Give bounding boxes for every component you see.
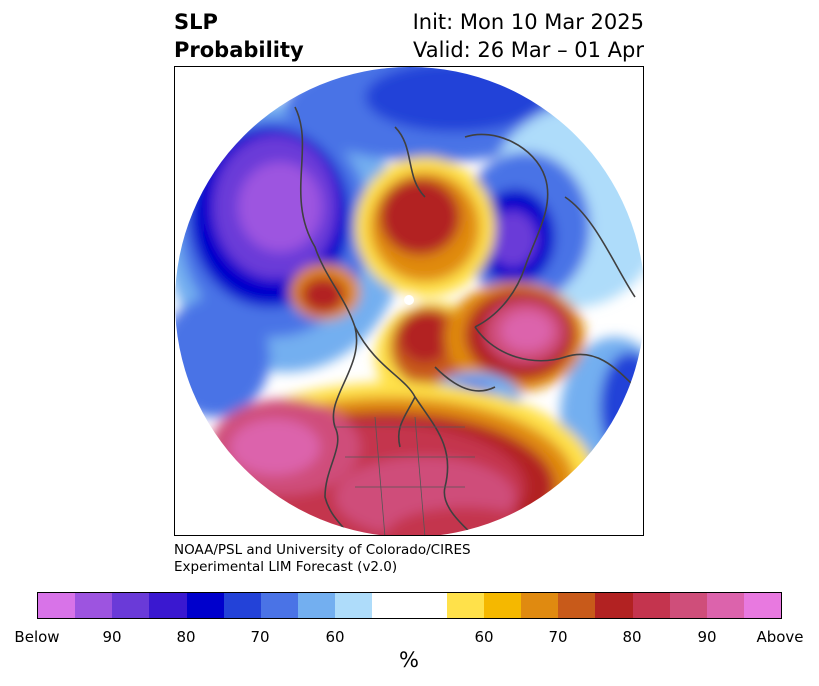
title-variable: SLP <box>174 10 218 34</box>
colorbar-swatch <box>186 593 224 618</box>
title-right: Init: Mon 10 Mar 2025 Valid: 26 Mar – 01… <box>413 8 644 64</box>
colorbar-swatch <box>706 593 744 618</box>
colorbar-swatch <box>409 593 447 618</box>
colorbar-swatch <box>521 593 559 618</box>
colorbar-swatch <box>149 593 187 618</box>
contour-field <box>175 67 643 535</box>
borders <box>335 416 475 535</box>
colorbar-swatch <box>223 593 261 618</box>
colorbar-swatch <box>595 593 633 618</box>
colorbar-tick-label: 80 <box>622 628 642 646</box>
colorbar <box>37 592 782 619</box>
colorbar-tick-label: 70 <box>250 628 270 646</box>
colorbar-tick-label: 60 <box>474 628 494 646</box>
colorbar-swatch <box>335 593 373 618</box>
colorbar-swatch <box>743 593 782 618</box>
title-type: Probability <box>174 38 304 62</box>
colorbar-tick-label: Below <box>14 628 60 646</box>
colorbar-tick-label: 80 <box>176 628 196 646</box>
colorbar-swatch <box>446 593 484 618</box>
valid-range: Valid: 26 Mar – 01 Apr <box>413 38 644 62</box>
colorbar-swatch <box>669 593 707 618</box>
probability-map <box>175 67 643 535</box>
credit-institution: NOAA/PSL and University of Colorado/CIRE… <box>174 542 471 558</box>
map-panel <box>174 66 644 536</box>
colorbar-tick-label: 90 <box>102 628 122 646</box>
init-date: Init: Mon 10 Mar 2025 <box>412 10 644 34</box>
title-left: SLP Probability <box>174 8 304 64</box>
colorbar-unit: % <box>399 648 419 672</box>
colorbar-swatch <box>483 593 522 618</box>
credit-model: Experimental LIM Forecast (v2.0) <box>174 559 398 575</box>
colorbar-swatch <box>372 593 410 618</box>
colorbar-swatch <box>38 593 76 618</box>
coastlines <box>294 106 636 535</box>
colorbar-tick-label: 70 <box>548 628 568 646</box>
credit: NOAA/PSL and University of Colorado/CIRE… <box>174 542 471 576</box>
colorbar-swatch <box>558 593 596 618</box>
colorbar-swatch <box>75 593 113 618</box>
colorbar-tick-label: 60 <box>325 628 345 646</box>
colorbar-swatch <box>632 593 670 618</box>
colorbar-swatch <box>112 593 150 618</box>
colorbar-swatch <box>260 593 299 618</box>
colorbar-swatch <box>298 593 336 618</box>
colorbar-tick-label: 90 <box>697 628 717 646</box>
colorbar-tick-label: Above <box>756 628 804 646</box>
